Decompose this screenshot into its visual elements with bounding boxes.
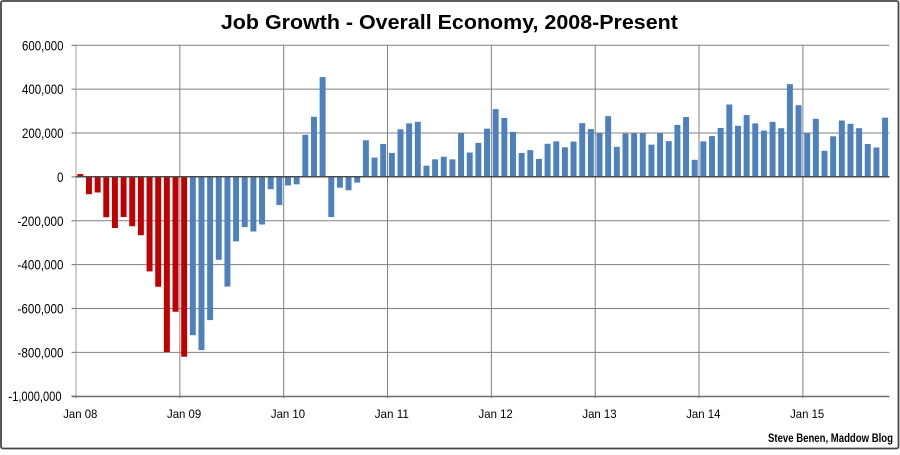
svg-text:-800,000: -800,000 <box>18 344 64 360</box>
svg-text:200,000: 200,000 <box>22 125 64 141</box>
svg-text:-600,000: -600,000 <box>18 300 64 316</box>
svg-text:400,000: 400,000 <box>22 81 64 97</box>
svg-text:Jan 13: Jan 13 <box>582 407 617 421</box>
svg-text:600,000: 600,000 <box>22 37 64 53</box>
svg-text:Jan 14: Jan 14 <box>686 407 721 421</box>
svg-text:-200,000: -200,000 <box>18 213 64 229</box>
svg-text:-1,000,000: -1,000,000 <box>9 388 62 404</box>
svg-text:Jan 09: Jan 09 <box>167 407 202 421</box>
svg-text:Jan 10: Jan 10 <box>271 407 306 421</box>
svg-text:-400,000: -400,000 <box>18 257 64 273</box>
svg-text:Jan 08: Jan 08 <box>63 407 98 421</box>
svg-text:Jan 15: Jan 15 <box>790 407 825 421</box>
svg-text:Jan 11: Jan 11 <box>375 407 410 421</box>
svg-text:0: 0 <box>57 169 64 185</box>
svg-text:Jan 12: Jan 12 <box>479 407 514 421</box>
svg-text:Steve Benen, Maddow Blog: Steve Benen, Maddow Blog <box>768 431 893 445</box>
svg-text:Job Growth - Overall Economy,: Job Growth - Overall Economy, 2008-Prese… <box>221 12 678 34</box>
